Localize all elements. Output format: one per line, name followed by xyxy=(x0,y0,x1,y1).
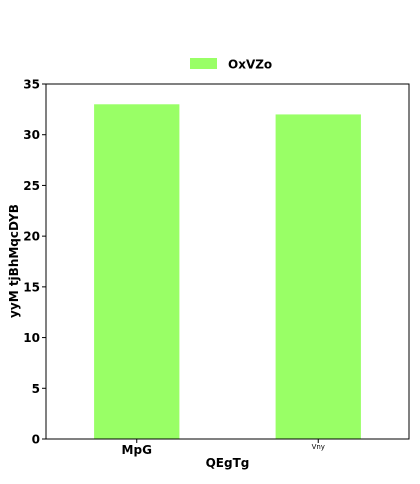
y-tick-label: 10 xyxy=(23,331,40,345)
bars xyxy=(94,104,361,440)
x-tick-label-mpg: MpG xyxy=(122,443,152,457)
y-tick-label: 35 xyxy=(23,78,40,92)
y-tick-label: 15 xyxy=(23,280,40,294)
x-axis-ticks: MpG Vny xyxy=(122,439,325,457)
plot-frame xyxy=(45,83,410,440)
y-axis-label: yyM tjBhMqcDYB xyxy=(7,204,21,318)
y-tick-label: 25 xyxy=(23,179,40,193)
y-tick-label: 5 xyxy=(32,382,40,396)
y-tick-label: 20 xyxy=(23,230,40,244)
y-tick-label: 30 xyxy=(23,128,40,142)
bar-vny xyxy=(275,114,361,439)
x-axis-label: QEgTg xyxy=(206,456,250,470)
legend-label: OxVZo xyxy=(228,58,272,72)
legend-swatch xyxy=(190,58,217,69)
x-tick-label-vny: Vny xyxy=(312,443,325,451)
legend: OxVZo xyxy=(190,58,272,72)
y-axis-ticks: 0 5 10 15 20 25 30 35 xyxy=(23,78,46,447)
y-tick-label: 0 xyxy=(32,433,40,447)
bar-mpg xyxy=(94,104,180,440)
